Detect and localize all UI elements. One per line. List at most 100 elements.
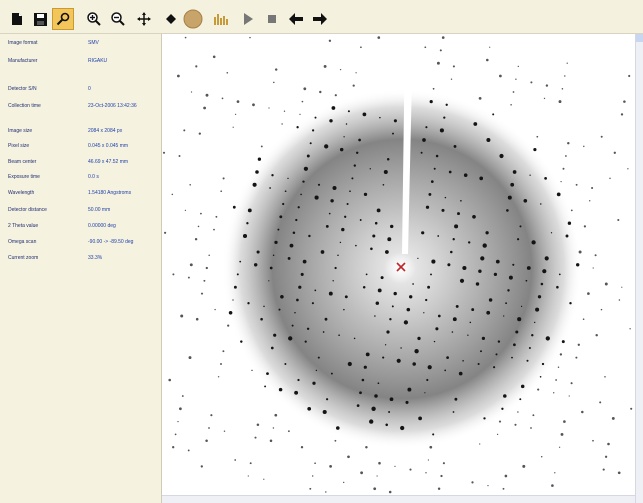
diffraction-spot bbox=[330, 372, 333, 375]
diffraction-spot bbox=[427, 365, 432, 370]
diffraction-spot bbox=[522, 464, 526, 468]
diffraction-spot bbox=[428, 192, 432, 196]
diffraction-spot bbox=[369, 168, 371, 170]
diffraction-spot bbox=[502, 487, 505, 490]
next-icon[interactable] bbox=[309, 8, 331, 30]
diffraction-spot bbox=[528, 346, 531, 350]
diffraction-spot bbox=[566, 62, 568, 64]
circle-icon[interactable] bbox=[182, 8, 204, 30]
diffraction-spot bbox=[355, 151, 359, 155]
point-icon[interactable] bbox=[160, 8, 182, 30]
diffraction-spot bbox=[391, 305, 394, 308]
previous-icon[interactable] bbox=[285, 8, 307, 30]
diffraction-spot bbox=[499, 153, 504, 159]
diffraction-spot bbox=[234, 113, 237, 116]
diffraction-spot bbox=[567, 141, 570, 145]
diffraction-spot bbox=[471, 481, 474, 484]
diffraction-spot bbox=[378, 461, 381, 465]
diffraction-image-viewer[interactable] bbox=[162, 34, 635, 495]
info-row-detector-sn: Detector S/N 0 bbox=[0, 84, 162, 94]
info-value: 1.54180 Angstroms bbox=[88, 190, 132, 196]
scroll-up-icon[interactable] bbox=[636, 34, 643, 42]
diffraction-spot bbox=[278, 308, 281, 311]
diffraction-spot bbox=[430, 180, 434, 183]
diffraction-spot bbox=[487, 484, 489, 487]
diffraction-spot bbox=[223, 430, 226, 432]
diffraction-spot bbox=[424, 392, 426, 394]
diffraction-image[interactable] bbox=[162, 34, 635, 495]
diffraction-spot bbox=[445, 103, 448, 106]
diffraction-spot bbox=[462, 360, 464, 362]
zoom-out-icon[interactable] bbox=[107, 8, 129, 30]
diffraction-spot bbox=[453, 144, 457, 148]
diffraction-spot bbox=[220, 363, 222, 365]
diffraction-spot bbox=[425, 472, 427, 474]
diffraction-spot bbox=[314, 116, 317, 119]
diffraction-spot bbox=[437, 235, 440, 237]
diffraction-spot bbox=[523, 198, 528, 203]
diffraction-spot bbox=[266, 372, 269, 375]
diffraction-spot bbox=[356, 404, 360, 407]
diffraction-spot bbox=[377, 36, 381, 39]
diffraction-spot bbox=[236, 273, 239, 276]
info-row-detector-distance: Detector distance 50.00 mm bbox=[0, 205, 162, 215]
diffraction-spot bbox=[617, 471, 621, 475]
diffraction-spot bbox=[341, 227, 345, 232]
diffraction-spot bbox=[422, 138, 426, 142]
diffraction-spot bbox=[343, 136, 345, 138]
diffraction-spot bbox=[307, 406, 312, 411]
diffraction-spot bbox=[431, 259, 436, 264]
toolbar bbox=[0, 0, 643, 34]
diffraction-spot bbox=[511, 356, 513, 359]
diffraction-spot bbox=[360, 46, 362, 49]
vertical-scrollbar[interactable] bbox=[635, 34, 643, 503]
diffraction-spot bbox=[162, 151, 166, 154]
diffraction-spot bbox=[588, 200, 591, 202]
diffraction-spot bbox=[247, 208, 252, 213]
stop-icon[interactable] bbox=[261, 8, 283, 30]
diffraction-spot bbox=[621, 286, 623, 288]
diffraction-spot bbox=[205, 266, 208, 270]
diffraction-spot bbox=[288, 336, 293, 341]
diffraction-spot bbox=[178, 155, 181, 157]
horizontal-scrollbar[interactable] bbox=[162, 495, 635, 503]
diffraction-spot bbox=[255, 170, 259, 174]
diffraction-spot bbox=[441, 36, 445, 39]
search-icon[interactable] bbox=[52, 8, 74, 30]
info-value: SMV bbox=[88, 40, 99, 46]
diffraction-spot bbox=[452, 317, 457, 322]
diffraction-spot bbox=[569, 302, 572, 305]
diffraction-spot bbox=[525, 279, 528, 282]
diffraction-spot bbox=[353, 164, 356, 167]
diffraction-spot bbox=[447, 263, 451, 267]
info-label: Current zoom bbox=[8, 255, 39, 261]
zoom-in-icon[interactable] bbox=[83, 8, 105, 30]
save-icon[interactable] bbox=[29, 8, 51, 30]
new-file-icon[interactable] bbox=[6, 8, 28, 30]
diffraction-spot bbox=[559, 353, 563, 356]
diffraction-spot bbox=[557, 366, 560, 368]
diffraction-spot bbox=[187, 276, 190, 279]
play-icon[interactable] bbox=[237, 8, 259, 30]
diffraction-spot bbox=[406, 307, 411, 312]
pan-icon[interactable] bbox=[133, 8, 155, 30]
diffraction-spot bbox=[592, 267, 594, 269]
diffraction-spot bbox=[493, 272, 498, 277]
diffraction-spot bbox=[609, 177, 611, 180]
diffraction-spot bbox=[226, 71, 229, 74]
diffraction-spot bbox=[435, 154, 439, 158]
diffraction-spot bbox=[317, 356, 320, 359]
diffraction-spot bbox=[303, 166, 309, 171]
diffraction-spot bbox=[344, 215, 347, 218]
histogram-icon[interactable] bbox=[210, 8, 232, 30]
diffraction-spot bbox=[457, 212, 460, 216]
diffraction-spot bbox=[517, 317, 522, 322]
diffraction-spot bbox=[510, 104, 512, 106]
diffraction-spot bbox=[543, 97, 546, 100]
diffraction-spot bbox=[429, 100, 433, 104]
diffraction-spot bbox=[383, 170, 388, 174]
diffraction-spot bbox=[281, 123, 283, 125]
diffraction-spot bbox=[295, 218, 298, 222]
diffraction-spot bbox=[499, 74, 502, 78]
diffraction-spot bbox=[203, 106, 206, 110]
